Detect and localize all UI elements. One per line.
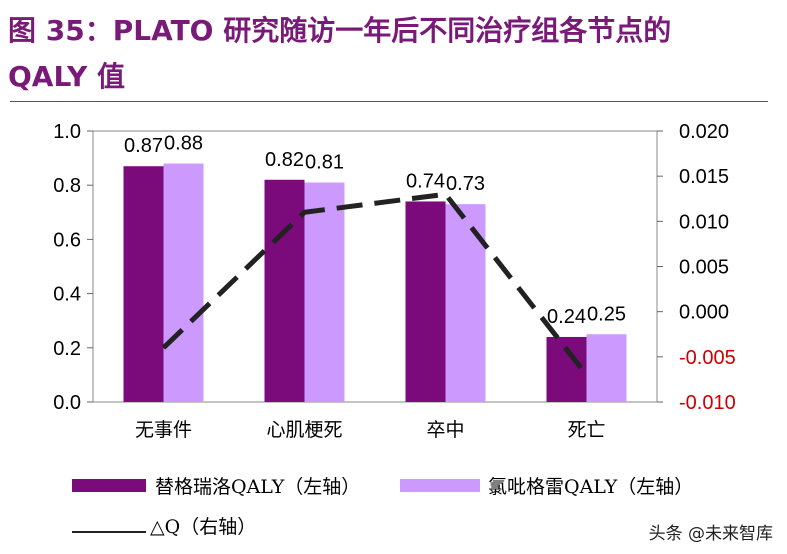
- right-axis-tick-label: 0.015: [679, 166, 729, 188]
- legend-swatch-ticagrelor: [72, 479, 146, 492]
- bar-clopidogrel: [586, 334, 627, 402]
- category-label: 无事件: [135, 419, 192, 441]
- bar-data-label: 0.25: [587, 303, 626, 325]
- left-axis-tick-label: 0.8: [53, 175, 81, 197]
- bar-data-label: 0.87: [124, 135, 163, 157]
- bar-clopidogrel: [163, 163, 204, 402]
- right-axis-tick-label: -0.005: [679, 347, 736, 369]
- right-axis-tick-label: 0.010: [679, 211, 729, 233]
- legend-label-ticagrelor: 替格瑞洛QALY（左轴）: [155, 476, 361, 498]
- delta-q-line: [161, 191, 589, 377]
- bar-ticagrelor: [123, 166, 164, 402]
- legend-label-clopidogrel: 氯吡格雷QALY（左轴）: [488, 476, 694, 498]
- watermark: 头条 @未来智库: [648, 519, 773, 544]
- legend-label-delta-q: △Q（右轴）: [150, 516, 257, 538]
- left-axis-tick-label: 1.0: [53, 121, 81, 143]
- bar-ticagrelor: [264, 179, 305, 402]
- bar-ticagrelor: [405, 201, 446, 402]
- bar-data-label: 0.82: [265, 149, 304, 171]
- legend-line-delta-q: [72, 531, 146, 533]
- figure-title: 图 35：PLATO 研究随访一年后不同治疗组各节点的 QALY 值: [8, 8, 768, 100]
- left-axis-tick-label: 0.6: [53, 229, 81, 251]
- bar-data-label: 0.24: [547, 306, 586, 328]
- legend-swatch-clopidogrel: [400, 479, 480, 492]
- bar-data-label: 0.73: [446, 173, 485, 195]
- left-axis-tick-label: 0.4: [53, 284, 81, 306]
- left-axis-tick-label: 0.0: [53, 392, 81, 414]
- right-axis-tick-label: 0.000: [679, 302, 729, 324]
- bar-data-label: 0.88: [164, 133, 203, 155]
- category-label: 卒中: [426, 419, 464, 441]
- left-axis-tick-label: 0.2: [53, 338, 81, 360]
- category-label: 死亡: [567, 419, 605, 441]
- right-axis-tick-label: 0.020: [679, 121, 729, 143]
- category-label: 心肌梗死: [266, 419, 342, 441]
- bar-data-label: 0.74: [406, 170, 445, 192]
- right-axis-tick-label: 0.005: [679, 257, 729, 279]
- figure-title-line2: QALY 值: [8, 60, 125, 93]
- figure-title-line1: 图 35：PLATO 研究随访一年后不同治疗组各节点的: [8, 14, 672, 47]
- right-axis-tick-label: -0.010: [679, 392, 736, 414]
- title-divider: [10, 101, 768, 102]
- bar-clopidogrel: [304, 182, 345, 402]
- bar-data-label: 0.81: [305, 151, 344, 173]
